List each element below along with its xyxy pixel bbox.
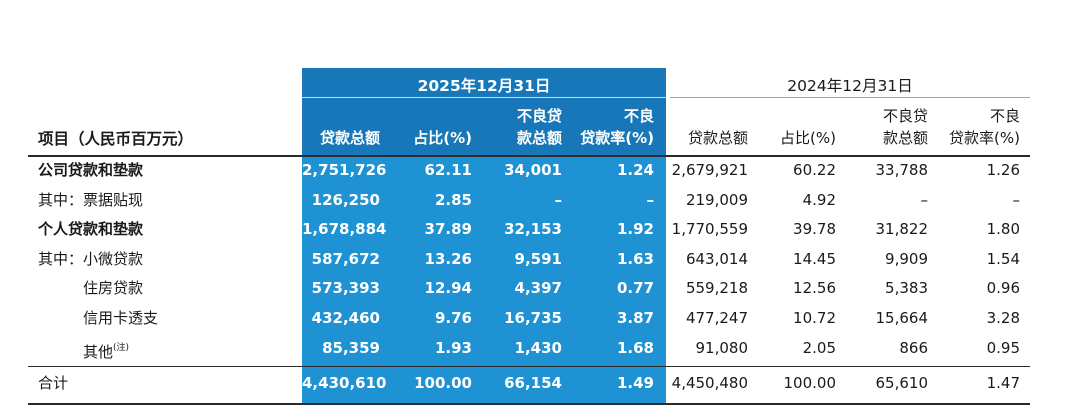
y2025-share-cell: 1.93 — [434, 339, 472, 357]
y2025-ratio-cell: 1.92 — [616, 220, 654, 238]
y2025-ratio-heading-line1: 不良 — [623, 107, 654, 125]
y2025-ratio-cell: – — [646, 191, 655, 209]
y2025-ratio-heading-line2: 贷款率(%) — [580, 129, 654, 147]
y2024-loans-cell: 4,450,480 — [671, 374, 748, 392]
y2024-share-cell: 2.05 — [802, 339, 836, 357]
y2024-npl-cell: 9,909 — [885, 250, 928, 268]
row-label: 其中：小微贷款 — [38, 250, 144, 268]
y2025-loans-cell: 126,250 — [311, 191, 380, 209]
y2024-loans-cell: 643,014 — [685, 250, 748, 268]
y2024-share-heading: 占比(%) — [780, 129, 836, 147]
y2024-loans-heading: 贷款总额 — [687, 129, 748, 147]
y2025-ratio-cell: 1.49 — [616, 374, 654, 392]
row-label: 信用卡透支 — [83, 309, 159, 327]
y2024-npl-cell: – — [920, 191, 929, 209]
y2025-share-cell: 12.94 — [424, 279, 472, 297]
header-bottom-rule — [28, 155, 1030, 157]
row-label: 个人贷款和垫款 — [38, 220, 144, 238]
y2024-loans-cell: 477,247 — [685, 309, 748, 327]
y2024-share-cell: 39.78 — [793, 220, 836, 238]
y2025-npl-cell: 32,153 — [504, 220, 562, 238]
year-2024-heading: 2024年12月31日 — [787, 77, 913, 95]
y2025-npl-cell: 4,397 — [514, 279, 562, 297]
y2025-share-cell: 62.11 — [424, 161, 472, 179]
y2025-loans-cell: 2,751,726 — [302, 161, 387, 179]
y2024-npl-cell: 33,788 — [875, 161, 929, 179]
y2025-ratio-cell: 0.77 — [616, 279, 654, 297]
y2024-share-cell: 60.22 — [793, 161, 836, 179]
table-bottom-rule — [28, 403, 1030, 405]
y2024-npl-cell: 866 — [899, 339, 928, 357]
y2024-ratio-cell: 1.80 — [986, 220, 1020, 238]
year-2025-heading: 2025年12月31日 — [417, 77, 551, 95]
y2024-ratio-cell: 1.54 — [986, 250, 1020, 268]
y2024-ratio-cell: – — [1012, 191, 1021, 209]
row-label: 其中：票据贴现 — [38, 191, 144, 209]
total-top-rule — [28, 366, 1030, 367]
y2025-share-cell: 100.00 — [414, 374, 472, 392]
year-2025-header-band — [302, 68, 666, 156]
y2025-npl-heading-line1: 不良贷 — [516, 107, 562, 125]
y2025-npl-cell: 66,154 — [504, 374, 562, 392]
y2024-npl-heading-line1: 不良贷 — [882, 107, 928, 125]
y2024-loans-cell: 219,009 — [685, 191, 748, 209]
y2024-npl-cell: 31,822 — [875, 220, 929, 238]
y2024-loans-cell: 91,080 — [695, 339, 749, 357]
year-2025-header-divider — [302, 97, 666, 98]
row-label: 其他(注) — [83, 343, 130, 361]
y2024-share-cell: 4.92 — [802, 191, 836, 209]
y2024-ratio-cell: 0.96 — [986, 279, 1020, 297]
y2025-npl-cell: 1,430 — [514, 339, 562, 357]
y2024-ratio-cell: 3.28 — [986, 309, 1020, 327]
y2025-ratio-cell: 1.68 — [616, 339, 654, 357]
y2024-share-cell: 12.56 — [793, 279, 836, 297]
y2024-npl-cell: 15,664 — [875, 309, 929, 327]
y2025-share-heading: 占比(%) — [413, 129, 472, 147]
y2024-loans-cell: 559,218 — [685, 279, 748, 297]
y2025-loans-cell: 587,672 — [311, 250, 380, 268]
row-label: 合计 — [38, 374, 69, 392]
y2025-ratio-cell: 1.24 — [616, 161, 654, 179]
y2025-ratio-cell: 3.87 — [616, 309, 654, 327]
y2024-npl-cell: 65,610 — [875, 374, 929, 392]
y2024-ratio-heading-line1: 不良 — [989, 107, 1020, 125]
y2025-npl-heading-line2: 款总额 — [516, 129, 562, 147]
y2025-npl-cell: 16,735 — [504, 309, 562, 327]
row-label: 公司贷款和垫款 — [38, 161, 144, 179]
y2024-loans-cell: 1,770,559 — [671, 220, 748, 238]
y2025-npl-cell: – — [554, 191, 563, 209]
y2024-ratio-cell: 1.26 — [986, 161, 1020, 179]
y2024-ratio-cell: 0.95 — [986, 339, 1020, 357]
y2025-loans-cell: 432,460 — [311, 309, 380, 327]
y2025-loans-heading: 贷款总额 — [319, 129, 380, 147]
y2025-share-cell: 9.76 — [434, 309, 472, 327]
y2025-npl-cell: 34,001 — [504, 161, 562, 179]
year-2024-header-divider — [670, 97, 1030, 98]
y2024-share-cell: 100.00 — [783, 374, 837, 392]
y2025-ratio-cell: 1.63 — [616, 250, 654, 268]
y2025-share-cell: 13.26 — [424, 250, 472, 268]
y2024-share-cell: 10.72 — [793, 309, 836, 327]
y2025-share-cell: 37.89 — [424, 220, 472, 238]
y2025-loans-cell: 573,393 — [311, 279, 380, 297]
y2024-ratio-cell: 1.47 — [986, 374, 1020, 392]
y2024-loans-cell: 2,679,921 — [671, 161, 748, 179]
note-marker: (注) — [113, 343, 130, 353]
item-column-heading: 项目（人民币百万元） — [38, 130, 194, 148]
y2025-loans-cell: 4,430,610 — [302, 374, 387, 392]
y2024-npl-cell: 5,383 — [885, 279, 928, 297]
row-label: 住房贷款 — [83, 279, 144, 297]
y2025-share-cell: 2.85 — [434, 191, 472, 209]
y2024-share-cell: 14.45 — [793, 250, 836, 268]
y2024-ratio-heading-line2: 贷款率(%) — [949, 129, 1020, 147]
y2025-loans-cell: 85,359 — [322, 339, 380, 357]
y2024-npl-heading-line2: 款总额 — [882, 129, 928, 147]
y2025-npl-cell: 9,591 — [514, 250, 562, 268]
y2025-loans-cell: 1,678,884 — [302, 220, 387, 238]
